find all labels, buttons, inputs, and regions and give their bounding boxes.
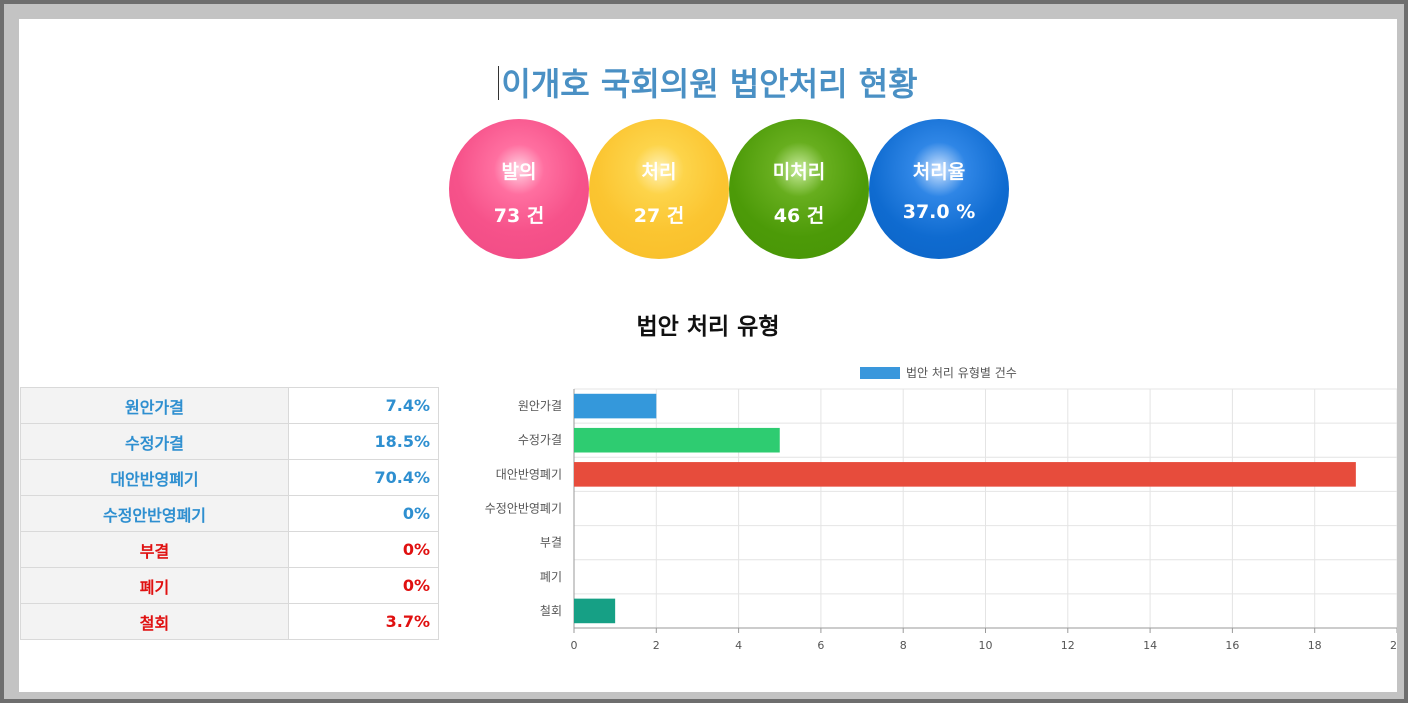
stat-processed-label: 처리	[641, 161, 677, 183]
stat-rate: 처리율 37.0 %	[869, 119, 1009, 259]
stat-rate-label: 처리율	[912, 161, 966, 183]
table-row: 수정가결 18.5%	[20, 423, 439, 460]
stat-unprocessed-label: 미처리	[772, 161, 826, 183]
table-row: 부결 0%	[20, 531, 439, 568]
section-title: 법안 처리 유형	[636, 314, 780, 340]
stat-unprocessed: 미처리 46 건	[729, 119, 869, 259]
x-tick-label: 18	[1308, 639, 1322, 652]
table-row: 폐기 0%	[20, 567, 439, 604]
stat-proposed: 발의 73 건	[449, 119, 589, 259]
type-percent: 0%	[288, 495, 439, 532]
type-name: 수정가결	[20, 423, 289, 460]
type-name: 폐기	[20, 567, 289, 604]
page: 이개호 국회의원 법안처리 현황 발의 73 건 처리 27 건 미처리 46 …	[19, 19, 1397, 692]
stat-rate-value: 37.0 %	[902, 201, 976, 223]
window-frame: 이개호 국회의원 법안처리 현황 발의 73 건 처리 27 건 미처리 46 …	[4, 4, 1404, 699]
category-tick-label: 폐기	[540, 570, 562, 584]
type-name: 원안가결	[20, 387, 289, 424]
type-percent: 7.4%	[288, 387, 439, 424]
type-name: 수정안반영폐기	[20, 495, 289, 532]
bar-1	[574, 393, 657, 419]
category-tick-label: 철회	[540, 604, 562, 618]
x-tick-label: 2	[653, 639, 660, 652]
category-tick-label: 수정안반영폐기	[485, 502, 562, 516]
x-tick-label: 4	[735, 639, 742, 652]
x-tick-label: 8	[900, 639, 907, 652]
type-percent: 3.7%	[288, 603, 439, 640]
type-percent: 0%	[288, 531, 439, 568]
stat-processed-value: 27 건	[633, 205, 685, 227]
type-name: 철회	[20, 603, 289, 640]
text-cursor	[498, 66, 500, 100]
page-title: 이개호 국회의원 법안처리 현황	[19, 59, 1397, 105]
x-tick-label: 12	[1061, 639, 1075, 652]
x-tick-label: 16	[1225, 639, 1239, 652]
legend-swatch[interactable]	[860, 367, 900, 379]
type-percent: 0%	[288, 567, 439, 604]
type-name: 부결	[20, 531, 289, 568]
category-tick-label: 대안반영폐기	[496, 467, 562, 481]
category-tick-label: 부결	[540, 536, 562, 550]
bar-2	[574, 427, 780, 453]
type-percent: 70.4%	[288, 459, 439, 496]
table-row: 수정안반영폐기 0%	[20, 495, 439, 532]
x-tick-label: 20	[1390, 639, 1397, 652]
stat-proposed-value: 73 건	[493, 205, 545, 227]
bar-3	[574, 462, 1356, 487]
type-percent: 18.5%	[288, 423, 439, 460]
stat-processed: 처리 27 건	[589, 119, 729, 259]
table-row: 원안가결 7.4%	[20, 387, 439, 424]
bar-7	[574, 598, 616, 624]
types-table: 원안가결 7.4% 수정가결 18.5% 대안반영폐기 70.4% 수정안반영폐…	[20, 387, 439, 640]
stat-proposed-label: 발의	[501, 161, 537, 183]
type-name: 대안반영폐기	[20, 459, 289, 496]
stat-unprocessed-value: 46 건	[773, 205, 825, 227]
x-tick-label: 0	[571, 639, 578, 652]
page-title-text: 이개호 국회의원 법안처리 현황	[501, 65, 918, 103]
table-row: 대안반영폐기 70.4%	[20, 459, 439, 496]
legend-label[interactable]: 법안 처리 유형별 건수	[906, 366, 1017, 380]
x-tick-label: 14	[1143, 639, 1157, 652]
category-tick-label: 수정가결	[518, 433, 562, 447]
x-tick-label: 10	[979, 639, 993, 652]
category-tick-label: 원안가결	[518, 399, 562, 413]
table-row: 철회 3.7%	[20, 603, 439, 640]
x-tick-label: 6	[817, 639, 824, 652]
